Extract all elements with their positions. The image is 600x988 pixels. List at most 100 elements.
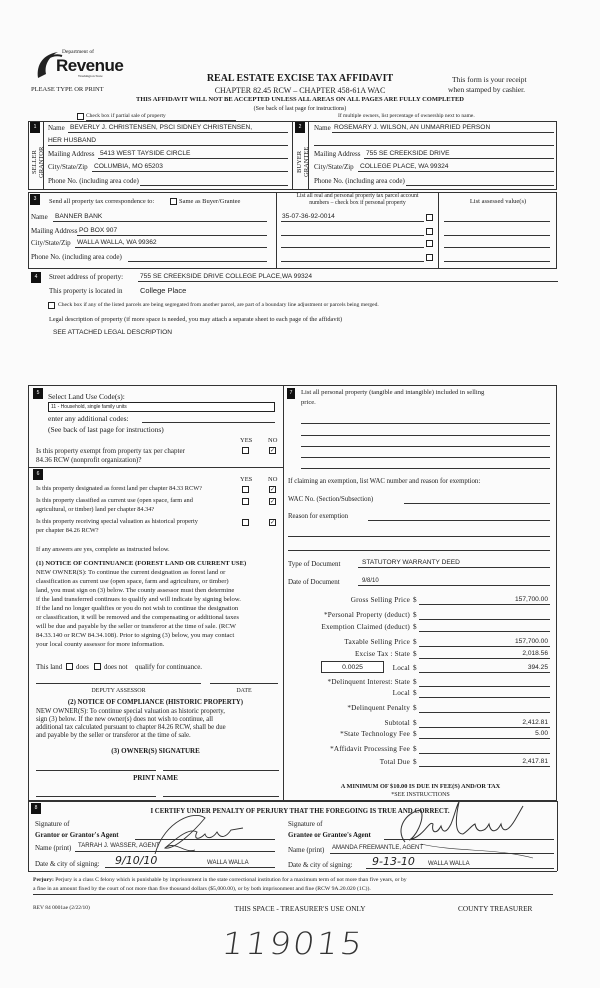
historic-no-checkbox[interactable]: ✓	[269, 519, 276, 526]
amount-field[interactable]	[419, 631, 550, 632]
street-label: Street address of property:	[49, 273, 124, 281]
grantee-sig-label-1: Signature of	[288, 820, 323, 828]
notice1-line: land, you must sign on (3) below. The co…	[36, 587, 235, 594]
additional-codes-field[interactable]	[142, 422, 275, 423]
grantor-signature-field[interactable]	[135, 839, 275, 840]
street-address[interactable]: 755 SE CREEKSIDE DRIVE COLLEGE PLACE,WA …	[140, 273, 313, 280]
form-chapters: CHAPTER 82.45 RCW – CHAPTER 458-61A WAC	[214, 86, 386, 95]
print-name-field[interactable]	[163, 796, 279, 797]
corr-mailing-label: Mailing Address	[31, 227, 78, 235]
amount-field[interactable]	[419, 686, 550, 687]
currency-symbol: $	[413, 689, 417, 697]
exempt-yes-checkbox[interactable]	[242, 447, 249, 454]
personal-property-checkbox[interactable]	[426, 254, 433, 261]
assessed-value-field[interactable]	[444, 247, 550, 248]
amount-field[interactable]	[419, 753, 550, 754]
owner-signature-field[interactable]	[36, 770, 156, 771]
parcel-header-2: numbers – check box if personal property	[309, 200, 406, 206]
personal-property-checkbox[interactable]	[426, 240, 433, 247]
same-as-buyer-checkbox[interactable]	[170, 198, 177, 205]
send-correspondence-label: Send all property tax correspondence to:	[49, 198, 155, 205]
partial-sale-checkbox[interactable]	[77, 113, 84, 120]
deputy-assessor-signature-field[interactable]	[36, 683, 201, 684]
does-checkbox[interactable]	[66, 663, 73, 670]
seller-mailing[interactable]: 5413 WEST TAYSIDE CIRCLE	[100, 150, 191, 157]
assessed-value-field[interactable]	[444, 235, 550, 236]
grantor-date[interactable]: 9/10/10	[115, 854, 158, 867]
exempt-no-checkbox[interactable]: ✓	[269, 447, 276, 454]
corr-city[interactable]: WALLA WALLA, WA 99362	[77, 239, 157, 246]
current-use-yes-checkbox[interactable]	[242, 498, 249, 505]
notice1-line: classification as current use (open spac…	[36, 578, 229, 585]
located-value[interactable]: College Place	[140, 286, 187, 295]
seller-city[interactable]: COLUMBIA, MO 65203	[94, 163, 163, 170]
assessed-value-field[interactable]	[444, 261, 550, 262]
certify-statement: I CERTIFY UNDER PENALTY OF PERJURY THAT …	[150, 808, 450, 815]
seller-name-line2[interactable]: HER HUSBAND	[48, 137, 96, 144]
amount-field[interactable]	[419, 727, 550, 728]
historic-yes-checkbox[interactable]	[242, 519, 249, 526]
grantee-date-label: Date & city of signing:	[288, 861, 353, 869]
amount-field[interactable]	[419, 672, 550, 673]
current-use-question-1: Is this property classified as current u…	[36, 497, 193, 504]
land-use-label: Select Land Use Code(s):	[48, 392, 125, 401]
amount-field[interactable]	[419, 712, 550, 713]
does-not-checkbox[interactable]	[94, 663, 101, 670]
grantee-signature-field[interactable]	[384, 839, 554, 840]
grantor-city[interactable]: WALLA WALLA	[207, 860, 249, 866]
seller-name[interactable]: BEVERLY J. CHRISTENSEN, PSCI SIDNEY CHRI…	[70, 124, 253, 131]
corr-name[interactable]: BANNER BANK	[55, 213, 103, 220]
if-yes-note: If any answers are yes, complete as inst…	[36, 546, 170, 553]
doc-date[interactable]: 9/8/10	[362, 578, 379, 584]
parcel-number[interactable]: 35-07-36-92-0014	[282, 213, 335, 220]
corr-name-label: Name	[31, 213, 48, 221]
wac-field[interactable]	[404, 503, 550, 504]
currency-symbol: $	[413, 704, 417, 712]
amount-field[interactable]	[419, 658, 550, 659]
current-use-no-checkbox[interactable]: ✓	[269, 498, 276, 505]
buyer-city[interactable]: COLLEGE PLACE, WA 99324	[360, 163, 449, 170]
buyer-name[interactable]: ROSEMARY J. WILSON, AN UNMARRIED PERSON	[334, 124, 491, 131]
amount-label: *Affidavit Processing Fee	[330, 745, 410, 753]
amount-label: Taxable Selling Price	[344, 638, 410, 646]
doc-type[interactable]: STATUTORY WARRANTY DEED	[362, 559, 460, 566]
assessor-date-field[interactable]	[210, 683, 278, 684]
amount-field[interactable]	[419, 619, 550, 620]
amount-field[interactable]	[419, 646, 550, 647]
amount-field[interactable]	[419, 766, 550, 767]
corr-mailing[interactable]: PO BOX 907	[79, 227, 118, 234]
corr-phone-field[interactable]	[128, 261, 267, 262]
print-name-field[interactable]	[36, 796, 156, 797]
buyer-mailing[interactable]: 755 SE CREEKSIDE DRIVE	[366, 150, 450, 157]
grantee-date[interactable]: 9-13-10	[372, 855, 415, 868]
amount-label: *Delinquent Interest: State	[327, 678, 410, 686]
seller-side-label: SELLER GRANTOR	[31, 146, 46, 178]
land-use-select[interactable]: 11 - Household, single family units	[48, 402, 275, 412]
grantor-signature	[154, 814, 244, 855]
seller-phone-label: Phone No. (including area code)	[48, 177, 139, 185]
grantee-name-label: Name (print)	[288, 846, 325, 854]
personal-property-checkbox[interactable]	[426, 228, 433, 235]
amount-field[interactable]	[419, 738, 550, 739]
amount-label: Local	[392, 689, 410, 697]
segregated-checkbox[interactable]	[48, 302, 55, 309]
forest-yes-checkbox[interactable]	[242, 486, 249, 493]
buyer-phone-field[interactable]	[406, 185, 554, 186]
owner-signature-field[interactable]	[163, 770, 279, 771]
reason-field[interactable]	[368, 520, 550, 521]
grantee-name[interactable]: AMANDA FREEMANTLE, AGENT	[332, 845, 424, 851]
local-rate-box[interactable]: 0.0025	[321, 661, 384, 673]
assessed-value-field[interactable]	[444, 221, 550, 222]
form-title: REAL ESTATE EXCISE TAX AFFIDAVIT	[206, 73, 394, 84]
legal-description[interactable]: SEE ATTACHED LEGAL DESCRIPTION	[53, 329, 172, 336]
personal-property-checkbox[interactable]	[426, 214, 433, 221]
amount-label: Exemption Claimed (deduct)	[321, 623, 410, 631]
seller-phone-field[interactable]	[140, 185, 288, 186]
forest-no-checkbox[interactable]: ✓	[269, 486, 276, 493]
handwritten-receipt-number: 119015	[219, 926, 367, 962]
grantee-city[interactable]: WALLA WALLA	[428, 861, 470, 867]
amount-field[interactable]	[419, 697, 550, 698]
dor-logo-swoosh-icon	[37, 52, 63, 78]
amount-field[interactable]	[419, 604, 550, 605]
grantor-name[interactable]: TARRAH J. WASSER, AGENT	[78, 843, 160, 849]
